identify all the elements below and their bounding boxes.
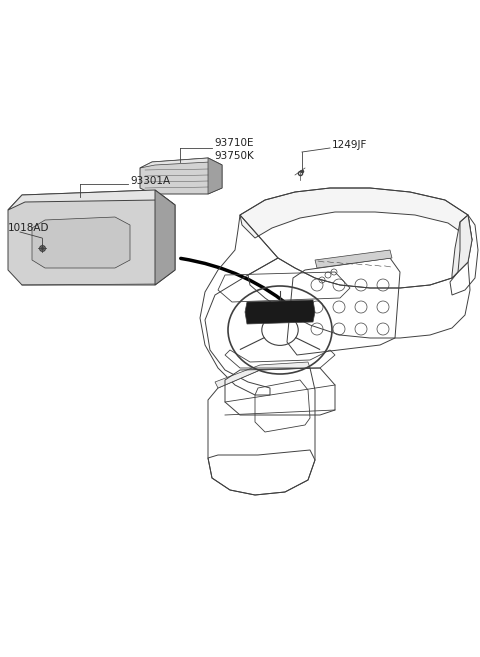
- Polygon shape: [315, 250, 392, 268]
- Text: 1018AD: 1018AD: [8, 223, 49, 233]
- Polygon shape: [215, 362, 310, 388]
- Polygon shape: [245, 300, 315, 324]
- Polygon shape: [140, 158, 222, 194]
- Polygon shape: [208, 158, 222, 194]
- Polygon shape: [240, 188, 472, 240]
- Text: 93301A: 93301A: [130, 176, 170, 186]
- Polygon shape: [155, 190, 175, 285]
- Polygon shape: [8, 190, 175, 285]
- Polygon shape: [32, 217, 130, 268]
- Text: 93710E: 93710E: [214, 138, 253, 148]
- Text: 93750K: 93750K: [214, 151, 254, 161]
- Polygon shape: [452, 215, 472, 278]
- Text: 1249JF: 1249JF: [332, 140, 367, 150]
- Polygon shape: [8, 190, 175, 210]
- Polygon shape: [140, 158, 222, 168]
